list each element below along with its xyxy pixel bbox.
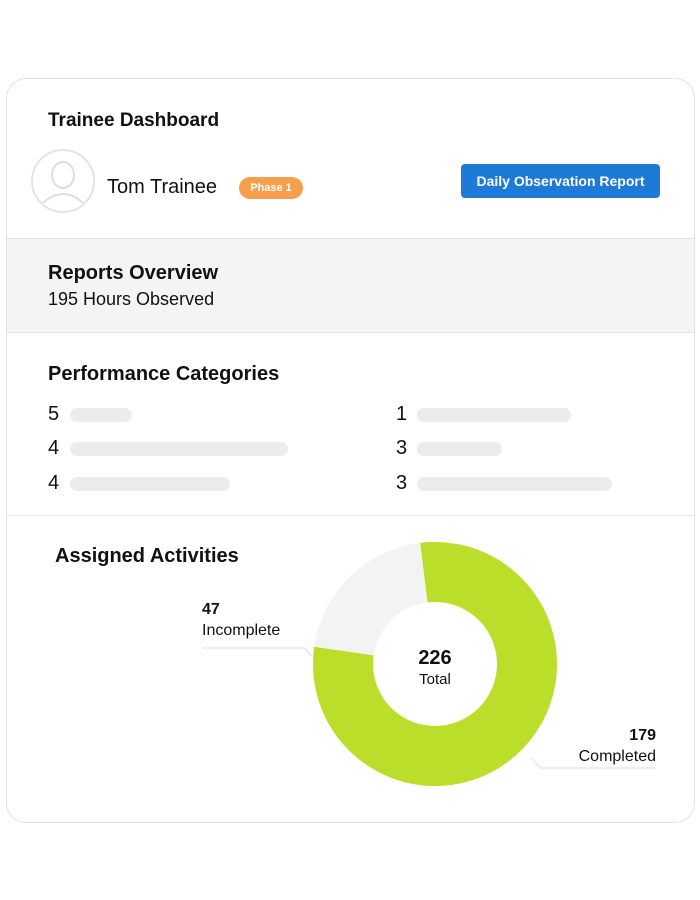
placeholder-bar bbox=[70, 408, 132, 422]
placeholder-bar bbox=[70, 477, 230, 491]
report-button[interactable]: Daily Observation Report bbox=[461, 164, 660, 198]
category-score: 1 bbox=[396, 403, 408, 425]
category-score: 5 bbox=[48, 403, 60, 425]
performance-title: Performance Categories bbox=[48, 363, 280, 385]
segment-label: Completed bbox=[579, 748, 656, 765]
reports-section: Reports Overview 195 Hours Observed bbox=[7, 239, 694, 333]
category-score: 3 bbox=[396, 472, 408, 494]
leader-line bbox=[202, 647, 313, 657]
phase-badge: Phase 1 bbox=[239, 177, 303, 199]
total-label: Total bbox=[419, 671, 451, 688]
donut-segment bbox=[313, 542, 557, 786]
total-value: 226 bbox=[418, 647, 451, 669]
category-score: 4 bbox=[48, 472, 60, 494]
trainee-name: Tom Trainee bbox=[107, 176, 218, 198]
placeholder-bar bbox=[417, 442, 502, 456]
reports-title: Reports Overview bbox=[48, 262, 219, 284]
donut-segment bbox=[314, 542, 428, 656]
reports-subtitle: 195 Hours Observed bbox=[48, 289, 215, 309]
category-score: 3 bbox=[396, 437, 408, 459]
header-section: Trainee Dashboard Tom Trainee Phase 1 Da… bbox=[7, 79, 694, 239]
placeholder-bar bbox=[70, 442, 288, 456]
avatar bbox=[31, 149, 95, 213]
segment-value: 47 bbox=[202, 601, 220, 618]
dashboard-title: Trainee Dashboard bbox=[48, 110, 220, 131]
placeholder-bar bbox=[417, 477, 612, 491]
performance-section: Performance Categories 5 4 4 1 3 3 bbox=[7, 333, 694, 516]
placeholder-bar bbox=[417, 408, 571, 422]
activities-title: Assigned Activities bbox=[55, 545, 239, 567]
segment-value: 179 bbox=[629, 727, 656, 744]
dashboard-card: Trainee Dashboard Tom Trainee Phase 1 Da… bbox=[6, 78, 695, 823]
segment-label: Incomplete bbox=[202, 622, 280, 639]
category-score: 4 bbox=[48, 437, 60, 459]
leader-line bbox=[531, 757, 656, 769]
